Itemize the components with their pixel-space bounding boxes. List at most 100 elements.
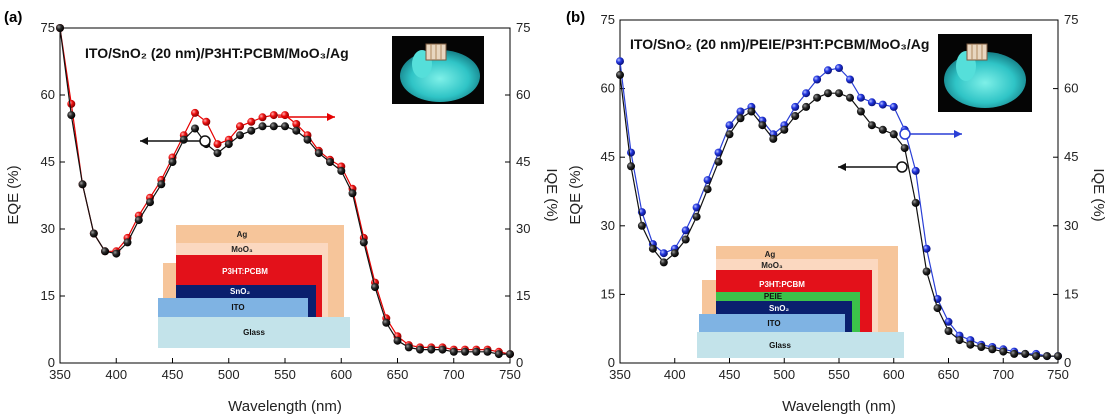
y-tick-label: 0 — [608, 355, 615, 370]
data-point — [758, 121, 767, 130]
x-axis-label: Wavelength (nm) — [228, 398, 342, 415]
y2-axis-label: IQE (%) — [543, 168, 560, 221]
x-tick-label: 600 — [330, 367, 352, 382]
x-tick-label: 500 — [773, 367, 795, 382]
layer-label-moo3: MoO₃ — [761, 261, 783, 270]
layer-label-glass: Glass — [243, 328, 265, 337]
data-point — [56, 24, 64, 32]
data-point — [933, 304, 942, 313]
x-tick-label: 550 — [274, 367, 296, 382]
data-point — [692, 212, 701, 221]
data-point — [670, 249, 679, 258]
data-point — [627, 148, 635, 157]
data-point — [157, 180, 166, 189]
data-point — [1043, 352, 1051, 361]
data-point — [67, 111, 76, 120]
data-point — [802, 89, 811, 98]
data-point — [714, 148, 723, 157]
x-tick-label: 350 — [49, 367, 71, 382]
data-point — [213, 149, 222, 158]
data-point — [944, 317, 953, 326]
data-point — [878, 100, 887, 109]
data-point — [472, 347, 481, 356]
y-axis-label: EQE (%) — [567, 165, 584, 224]
data-point — [78, 180, 87, 189]
layer-label-sno2: SnO₂ — [230, 287, 250, 296]
data-point — [67, 99, 76, 108]
data-point — [681, 226, 690, 235]
data-point — [326, 158, 334, 166]
x-tick-label: 700 — [992, 367, 1014, 382]
y2-tick-label: 45 — [1064, 149, 1078, 164]
layer-label-glass: Glass — [769, 341, 791, 350]
y2-tick-label: 0 — [1064, 355, 1071, 370]
data-point — [303, 135, 312, 144]
data-point — [999, 347, 1008, 356]
device-photo — [938, 34, 1032, 112]
y-tick-label: 0 — [48, 355, 55, 370]
data-point — [824, 66, 832, 75]
data-point — [747, 107, 756, 116]
data-point — [835, 89, 843, 98]
data-point — [681, 235, 690, 244]
x-tick-label: 450 — [719, 367, 741, 382]
y-tick-label: 15 — [41, 288, 55, 303]
device-schematic: Ag MoO₃ P3HT:PCBM PEIE SnO₂ ITO Glass — [697, 246, 904, 358]
arrowhead-icon — [954, 130, 962, 138]
data-point — [202, 117, 211, 126]
y2-tick-label: 75 — [1064, 12, 1078, 27]
layer-label-ag: Ag — [237, 230, 248, 239]
device-title: ITO/SnO₂ (20 nm)/PEIE/P3HT:PCBM/MoO₃/Ag — [630, 36, 929, 52]
layer-label-moo3: MoO₃ — [231, 245, 253, 254]
y2-tick-label: 30 — [1064, 218, 1078, 233]
data-point — [802, 102, 811, 111]
data-point — [878, 125, 887, 134]
data-point — [988, 345, 997, 354]
data-point — [813, 93, 822, 102]
y2-tick-label: 75 — [516, 20, 530, 35]
data-point — [258, 122, 267, 131]
y-tick-label: 30 — [601, 218, 615, 233]
data-point — [236, 122, 244, 131]
data-point — [483, 347, 492, 356]
data-point — [725, 130, 734, 139]
indicator-ring-icon — [199, 135, 211, 147]
data-point — [236, 131, 244, 140]
arrowhead-icon — [140, 137, 148, 145]
data-point — [714, 157, 723, 166]
data-point — [616, 57, 624, 66]
data-point — [1010, 349, 1019, 358]
y-tick-label: 60 — [601, 81, 615, 96]
data-point — [1032, 352, 1041, 361]
layer-label-sno2: SnO₂ — [769, 304, 789, 313]
data-point — [780, 125, 789, 134]
y-tick-label: 75 — [601, 12, 615, 27]
device-schematic: Ag MoO₃ P3HT:PCBM SnO₂ ITO Glass — [158, 225, 350, 348]
data-point — [769, 134, 778, 143]
layer-label-ito: ITO — [767, 319, 780, 328]
x-tick-label: 400 — [105, 367, 127, 382]
data-point — [382, 318, 391, 327]
y2-tick-label: 45 — [516, 154, 530, 169]
device-photo — [392, 36, 484, 104]
y2-tick-label: 60 — [1064, 81, 1078, 96]
data-point — [736, 107, 745, 116]
data-point — [977, 343, 986, 351]
data-point — [247, 117, 256, 126]
y-tick-label: 45 — [601, 149, 615, 164]
data-point — [1021, 349, 1030, 358]
data-point — [648, 244, 657, 253]
indicator-ring-icon — [899, 128, 911, 140]
data-point — [281, 111, 289, 120]
data-point — [736, 114, 745, 123]
layer-label-ag: Ag — [765, 250, 776, 259]
data-point — [292, 120, 301, 128]
data-point — [1054, 352, 1062, 361]
data-point — [889, 102, 898, 111]
data-point — [824, 89, 832, 98]
data-point — [911, 198, 920, 207]
layer-glass — [697, 332, 904, 358]
data-point — [438, 345, 447, 354]
panel-label: (a) — [4, 9, 22, 26]
